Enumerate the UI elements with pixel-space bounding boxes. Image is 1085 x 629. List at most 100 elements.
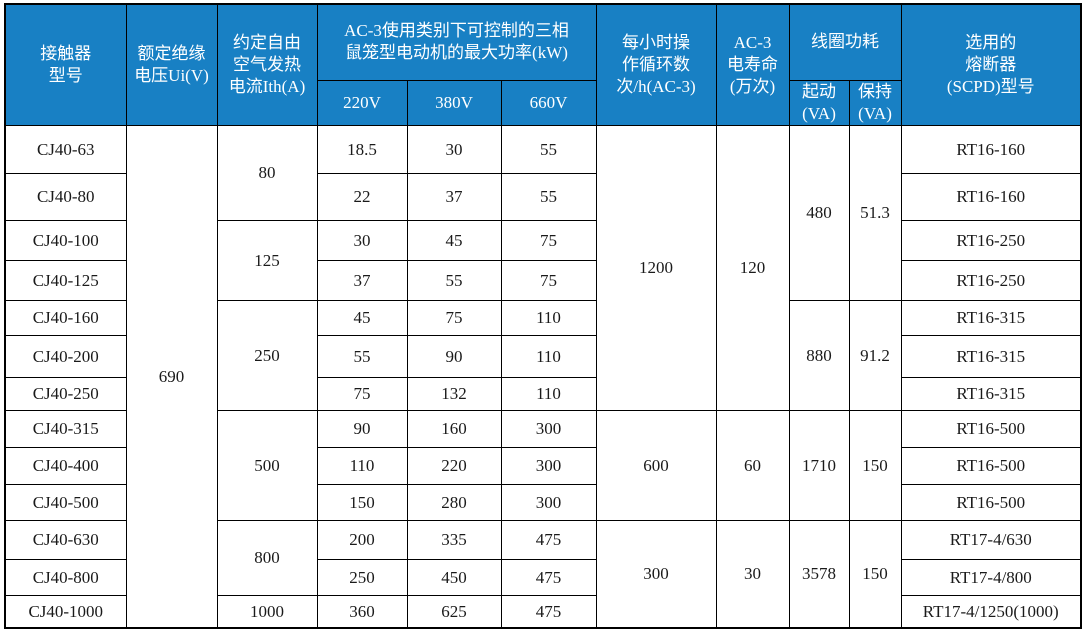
table-row: CJ40-160 250 45 75 110 880 91.2 RT16-315 (4, 300, 1082, 412)
header-electrical-life: AC-3 电寿命 (万次) (715, 3, 790, 127)
fuse-cell: RT16-500 (900, 410, 1082, 449)
fuse-cell: RT17-4/1250(1000) (900, 595, 1082, 629)
power-380-cell: 132 (406, 377, 502, 412)
header-coil-start: 起动 (VA) (788, 79, 850, 127)
model-cell: CJ40-250 (4, 377, 127, 412)
table-row: CJ40-400 110 220 300 RT16-500 (4, 447, 1082, 486)
power-220-cell: 360 (316, 595, 408, 629)
table-row: CJ40-80 22 37 55 RT16-160 (4, 173, 1082, 222)
header-model: 接触器 型号 (4, 3, 127, 127)
header-power-380v: 380V (406, 79, 502, 127)
table-header: 接触器 型号 额定绝缘 电压Ui(V) 约定自由 空气发热 电流Ith(A) A… (4, 3, 1082, 127)
header-cycles: 每小时操 作循环数 次/h(AC-3) (595, 3, 717, 127)
power-380-cell: 37 (406, 173, 502, 222)
ith-cell: 800 (216, 520, 318, 597)
model-cell: CJ40-100 (4, 220, 127, 262)
power-220-cell: 90 (316, 410, 408, 449)
table-row: CJ40-250 75 132 110 RT16-315 (4, 377, 1082, 412)
power-220-cell: 22 (316, 173, 408, 222)
table-row: CJ40-1000 1000 360 625 475 RT17-4/1250(1… (4, 595, 1082, 629)
power-660-cell: 110 (500, 335, 597, 379)
power-220-cell: 150 (316, 484, 408, 522)
ith-cell: 500 (216, 410, 318, 522)
fuse-cell: RT16-500 (900, 484, 1082, 522)
table-row: CJ40-125 37 55 75 RT16-250 (4, 260, 1082, 302)
life-cell: 30 (715, 520, 790, 629)
cycles-cell: 300 (595, 520, 717, 629)
power-380-cell: 45 (406, 220, 502, 262)
life-cell: 120 (715, 125, 790, 412)
table-row: CJ40-630 800 200 335 475 300 30 3578 150… (4, 520, 1082, 629)
header-power-220v: 220V (316, 79, 408, 127)
header-coil-hold: 保持 (VA) (848, 79, 902, 127)
power-660-cell: 110 (500, 300, 597, 337)
model-cell: CJ40-63 (4, 125, 127, 175)
header-fuse: 选用的 熔断器 (SCPD)型号 (900, 3, 1082, 127)
coil-hold-cell: 150 (848, 410, 902, 522)
coil-start-cell: 1710 (788, 410, 850, 522)
coil-start-cell: 3578 (788, 520, 850, 629)
fuse-cell: RT16-160 (900, 125, 1082, 175)
power-220-cell: 55 (316, 335, 408, 379)
ith-cell: 80 (216, 125, 318, 222)
power-660-cell: 475 (500, 559, 597, 597)
coil-start-cell: 880 (788, 300, 850, 412)
model-cell: CJ40-800 (4, 559, 127, 597)
coil-hold-cell: 91.2 (848, 300, 902, 412)
model-cell: CJ40-125 (4, 260, 127, 302)
power-220-cell: 75 (316, 377, 408, 412)
table-row: CJ40-800 250 450 475 RT17-4/800 (4, 559, 1082, 597)
fuse-cell: RT17-4/630 (900, 520, 1082, 561)
power-220-cell: 18.5 (316, 125, 408, 175)
header-power-group: AC-3使用类别下可控制的三相 鼠笼型电动机的最大功率(kW) (316, 3, 597, 81)
power-660-cell: 475 (500, 595, 597, 629)
power-660-cell: 300 (500, 447, 597, 486)
table-row: CJ40-500 150 280 300 RT16-500 (4, 484, 1082, 522)
power-220-cell: 30 (316, 220, 408, 262)
power-660-cell: 55 (500, 125, 597, 175)
coil-hold-cell: 51.3 (848, 125, 902, 302)
power-380-cell: 90 (406, 335, 502, 379)
power-380-cell: 335 (406, 520, 502, 561)
model-cell: CJ40-500 (4, 484, 127, 522)
model-cell: CJ40-200 (4, 335, 127, 379)
cycles-cell: 1200 (595, 125, 717, 412)
power-660-cell: 475 (500, 520, 597, 561)
fuse-cell: RT16-250 (900, 260, 1082, 302)
power-660-cell: 300 (500, 484, 597, 522)
header-rated-voltage: 额定绝缘 电压Ui(V) (125, 3, 218, 127)
contactor-spec-table: 接触器 型号 额定绝缘 电压Ui(V) 约定自由 空气发热 电流Ith(A) A… (4, 3, 1082, 629)
power-220-cell: 37 (316, 260, 408, 302)
power-380-cell: 55 (406, 260, 502, 302)
header-thermal-current: 约定自由 空气发热 电流Ith(A) (216, 3, 318, 127)
table-row: CJ40-63 690 80 18.5 30 55 1200 120 480 5… (4, 125, 1082, 629)
model-cell: CJ40-1000 (4, 595, 127, 629)
life-cell: 60 (715, 410, 790, 522)
power-660-cell: 300 (500, 410, 597, 449)
cycles-cell: 600 (595, 410, 717, 522)
fuse-cell: RT16-160 (900, 173, 1082, 222)
fuse-cell: RT16-315 (900, 335, 1082, 379)
coil-hold-cell: 150 (848, 520, 902, 629)
fuse-cell: RT17-4/800 (900, 559, 1082, 597)
fuse-cell: RT16-500 (900, 447, 1082, 486)
power-220-cell: 45 (316, 300, 408, 337)
ith-cell: 1000 (216, 595, 318, 629)
power-380-cell: 625 (406, 595, 502, 629)
table-row: CJ40-315 500 90 160 300 600 60 1710 150 … (4, 410, 1082, 522)
model-cell: CJ40-160 (4, 300, 127, 337)
power-380-cell: 450 (406, 559, 502, 597)
model-cell: CJ40-400 (4, 447, 127, 486)
rated-voltage-cell: 690 (125, 125, 218, 629)
model-cell: CJ40-80 (4, 173, 127, 222)
model-cell: CJ40-630 (4, 520, 127, 561)
fuse-cell: RT16-250 (900, 220, 1082, 262)
fuse-cell: RT16-315 (900, 377, 1082, 412)
table-body: CJ40-63 690 80 18.5 30 55 1200 120 480 5… (4, 125, 1082, 629)
power-380-cell: 280 (406, 484, 502, 522)
header-coil-group: 线圈功耗 (788, 3, 902, 81)
ith-cell: 250 (216, 300, 318, 412)
power-660-cell: 55 (500, 173, 597, 222)
power-220-cell: 200 (316, 520, 408, 561)
